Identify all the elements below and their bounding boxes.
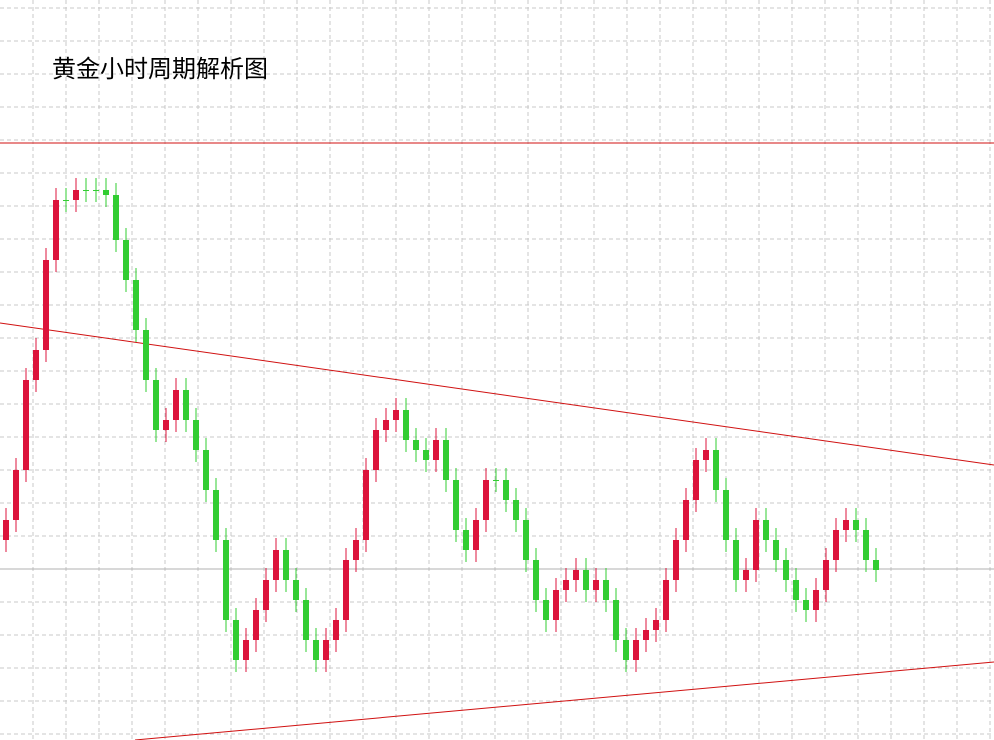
candle-body <box>193 420 199 450</box>
candle-body <box>703 450 709 460</box>
candle-body <box>373 430 379 470</box>
candle-body <box>763 520 769 540</box>
candle-body <box>863 530 869 560</box>
candle-body <box>273 550 279 580</box>
candle-body <box>343 560 349 620</box>
uptrend-line <box>134 661 994 740</box>
candles <box>3 178 879 672</box>
candle-body <box>383 420 389 430</box>
candle-body <box>83 190 89 191</box>
candle-body <box>723 490 729 540</box>
candle-body <box>773 540 779 560</box>
candle-body <box>543 600 549 620</box>
candle-body <box>163 420 169 430</box>
candle-body <box>593 580 599 590</box>
candle-body <box>823 560 829 590</box>
candle-body <box>523 520 529 560</box>
candle-body <box>813 590 819 610</box>
candle-body <box>653 620 659 630</box>
candle-body <box>263 580 269 610</box>
candle-body <box>783 560 789 580</box>
candle-body <box>433 440 439 460</box>
candle-body <box>363 470 369 540</box>
candle-body <box>253 610 259 640</box>
candle-body <box>673 540 679 580</box>
candle-body <box>123 240 129 280</box>
candle-body <box>793 580 799 600</box>
candle-body <box>93 190 99 191</box>
candle-body <box>143 330 149 380</box>
candle-body <box>293 580 299 600</box>
candle-body <box>643 630 649 640</box>
candle-body <box>423 450 429 460</box>
candle-body <box>153 380 159 430</box>
candle-body <box>223 540 229 620</box>
candle-body <box>533 560 539 600</box>
candle-body <box>873 560 879 570</box>
candle-body <box>33 350 39 380</box>
candle-body <box>103 190 109 195</box>
candle-body <box>353 540 359 560</box>
candle-body <box>463 530 469 550</box>
candle-body <box>753 520 759 570</box>
candle-body <box>73 190 79 200</box>
candle-body <box>183 390 189 420</box>
downtrend-line <box>0 322 994 466</box>
candle-body <box>803 600 809 610</box>
candle-body <box>493 480 499 481</box>
candle-body <box>563 580 569 590</box>
chart-title: 黄金小时周期解析图 <box>52 55 268 83</box>
candle-body <box>53 200 59 260</box>
candle-body <box>443 440 449 480</box>
candle-body <box>63 200 69 201</box>
candle-body <box>553 590 559 620</box>
candle-body <box>623 640 629 660</box>
candle-body <box>173 390 179 420</box>
candle-body <box>583 570 589 590</box>
candle-body <box>473 520 479 550</box>
candle-body <box>603 580 609 600</box>
candle-body <box>453 480 459 530</box>
candle-body <box>713 450 719 490</box>
candle-body <box>23 380 29 470</box>
candle-body <box>13 470 19 520</box>
candle-body <box>683 500 689 540</box>
candle-body <box>113 195 119 240</box>
candle-body <box>243 640 249 660</box>
candle-body <box>613 600 619 640</box>
candle-body <box>693 460 699 500</box>
candle-body <box>413 440 419 450</box>
candle-body <box>333 620 339 640</box>
candle-body <box>203 450 209 490</box>
candle-body <box>283 550 289 580</box>
candle-body <box>853 520 859 530</box>
candle-body <box>743 570 749 580</box>
candle-body <box>663 580 669 620</box>
candle-body <box>513 500 519 520</box>
candle-body <box>43 260 49 350</box>
candle-body <box>3 520 9 540</box>
candle-body <box>393 410 399 420</box>
candle-body <box>233 620 239 660</box>
candle-body <box>323 640 329 660</box>
candle-body <box>733 540 739 580</box>
candle-body <box>313 640 319 660</box>
candle-body <box>833 530 839 560</box>
candle-body <box>213 490 219 540</box>
candle-body <box>573 570 579 580</box>
candle-body <box>303 600 309 640</box>
candle-body <box>403 410 409 440</box>
candle-body <box>843 520 849 530</box>
candle-body <box>133 280 139 330</box>
candle-body <box>483 480 489 520</box>
candle-body <box>633 640 639 660</box>
candle-body <box>503 480 509 500</box>
